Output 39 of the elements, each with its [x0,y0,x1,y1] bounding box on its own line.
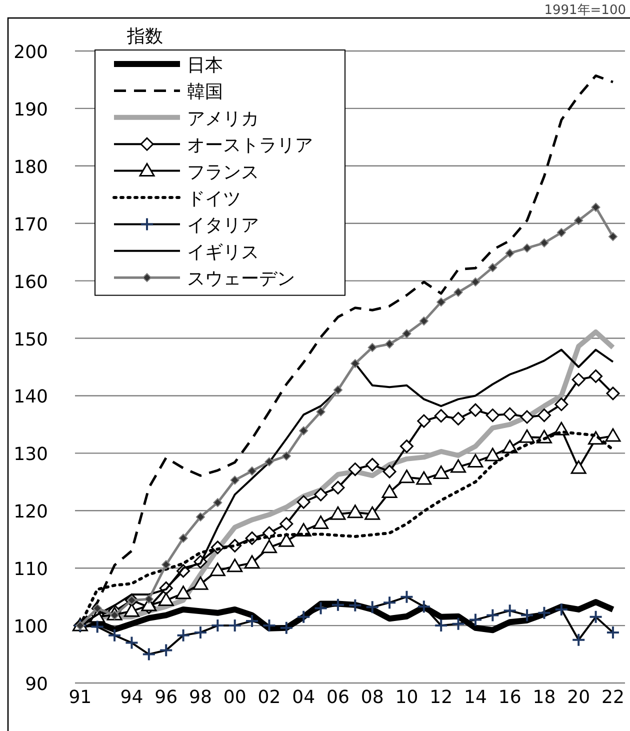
y-tick-label: 200 [14,42,48,63]
legend-label: オーストラリア [187,135,313,156]
y-tick-label: 90 [25,674,48,695]
x-tick-label: 04 [292,687,316,708]
legend-label: イギリス [187,242,259,263]
y-tick-label: 170 [14,214,48,236]
x-tick-label: 14 [464,687,487,708]
x-tick-label: 00 [223,687,246,708]
x-tick-label: 96 [154,687,178,708]
x-tick-label: 91 [68,687,92,708]
y-tick-label: 110 [14,559,48,580]
x-tick-label: 02 [258,687,281,708]
legend-label: フランス [187,162,259,183]
legend-label: アメリカ [187,108,259,130]
y-tick-label: 130 [14,444,48,466]
y-axis-title: 指数 [126,26,163,47]
legend-label: ドイツ [187,188,241,210]
x-tick-label: 12 [430,687,453,708]
x-tick-label: 22 [602,687,624,708]
legend-label: 日本 [187,55,223,76]
y-tick-label: 150 [14,329,48,350]
x-tick-label: 10 [395,687,418,708]
x-tick-label: 16 [498,687,522,708]
y-tick-label: 120 [14,502,48,523]
text: 1991年=100 [544,3,626,18]
y-tick-label: 100 [14,616,48,638]
y-tick-label: 190 [14,99,48,120]
x-tick-label: 18 [532,687,556,708]
y-tick-label: 180 [14,156,48,178]
y-tick-label: 140 [14,386,48,408]
y-tick-label: 160 [14,272,48,293]
legend-label: 韓国 [187,82,223,103]
x-tick-label: 20 [567,687,590,708]
legend-label: スウェーデン [187,268,295,290]
x-tick-label: 94 [120,687,144,708]
x-tick-label: 08 [360,687,384,708]
legend-label: イタリア [187,215,259,236]
x-tick-label: 98 [189,687,212,708]
x-tick-label: 06 [326,687,350,708]
